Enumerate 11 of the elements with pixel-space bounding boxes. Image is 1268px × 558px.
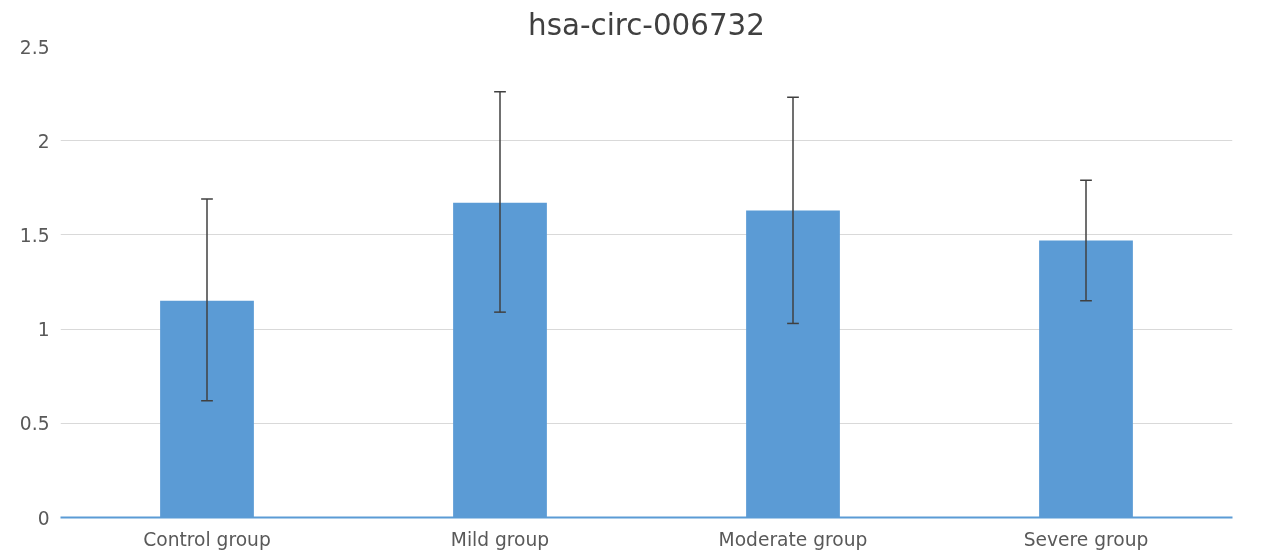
x-tick-label: Moderate group bbox=[718, 528, 868, 550]
x-tick-label: Mild group bbox=[450, 528, 550, 550]
y-tick-label: 0 bbox=[37, 507, 50, 529]
y-tick-label: 0.5 bbox=[19, 413, 50, 435]
y-tick-label: 2.5 bbox=[19, 36, 50, 58]
x-tick-label: Control group bbox=[143, 528, 271, 550]
x-tick-label: Severe group bbox=[1023, 528, 1149, 550]
y-tick-label: 2 bbox=[37, 130, 50, 152]
chart-title: hsa-circ-006732 bbox=[528, 7, 765, 42]
y-tick-label: 1 bbox=[37, 319, 50, 341]
y-tick-label: 1.5 bbox=[19, 224, 50, 246]
